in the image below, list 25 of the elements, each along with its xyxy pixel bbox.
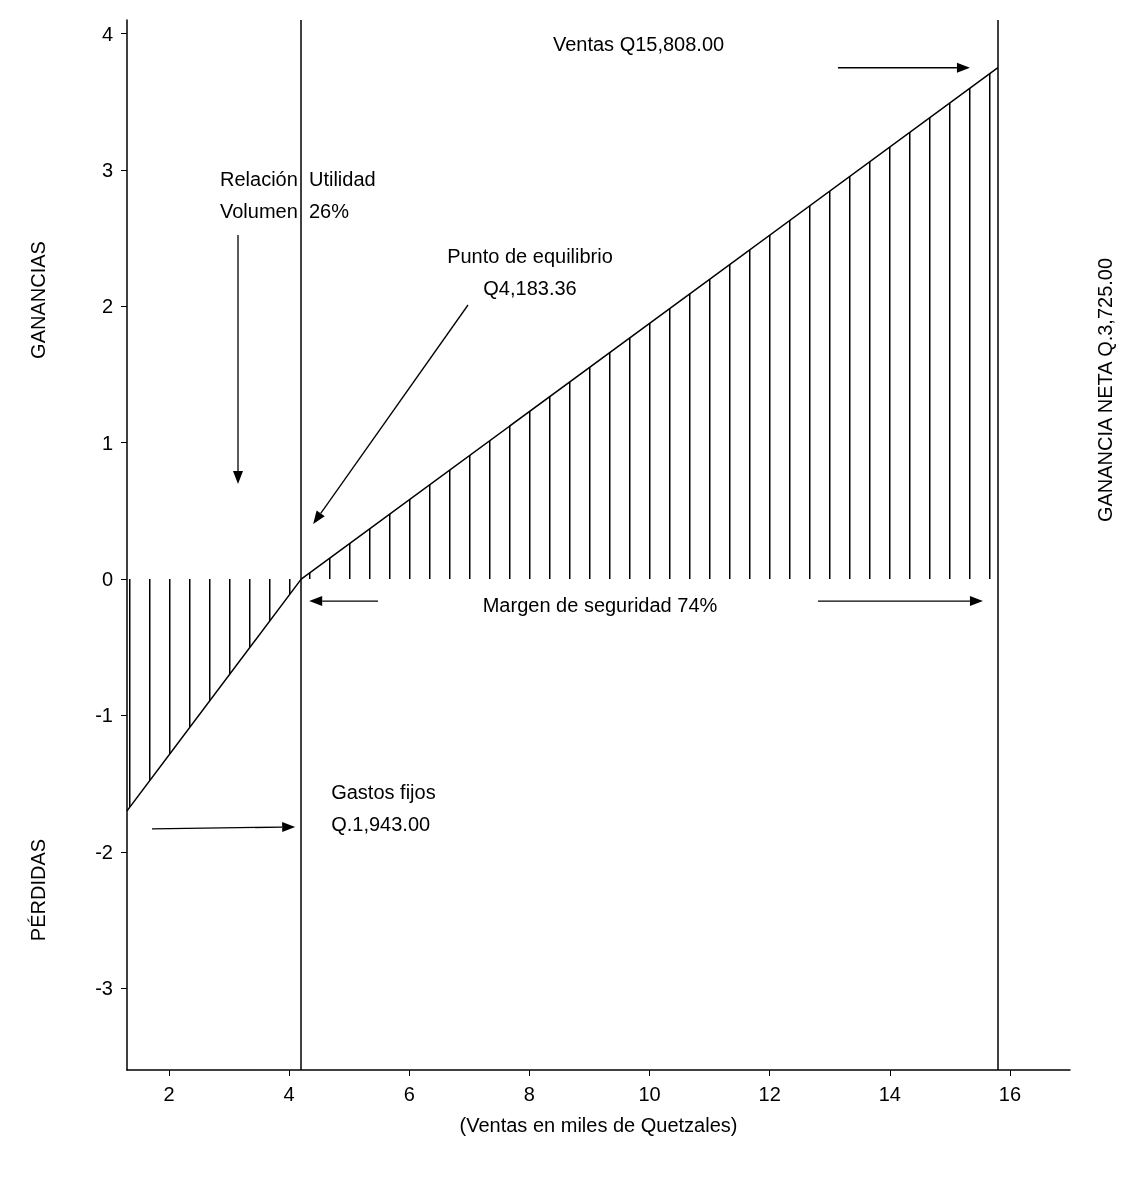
- y-tick-label: -3: [95, 977, 113, 1000]
- y-tick-label: -1: [95, 704, 113, 727]
- x-tick-label: 14: [878, 1083, 901, 1105]
- x-tick-label: 6: [403, 1083, 415, 1105]
- x-axis-title: (Ventas en miles de Quetzales): [459, 1114, 738, 1136]
- x-tick-label: 2: [163, 1083, 175, 1105]
- x-tick-label: 10: [638, 1083, 661, 1105]
- y-tick-label: 1: [101, 431, 113, 454]
- annotation: Gastos fijos Q.1,943.00: [331, 780, 436, 835]
- x-tick-label: 8: [523, 1083, 535, 1105]
- annotation: Margen de seguridad 74%: [482, 594, 718, 617]
- x-tick-label: 4: [283, 1083, 295, 1105]
- text: PÉRDIDAS: [27, 838, 49, 942]
- annotation: Relación Utilidad Volumen 26%: [220, 168, 376, 222]
- annotation: Ventas Q15,808.00: [552, 32, 725, 55]
- x-tick-label: 12: [758, 1083, 781, 1105]
- annotation: Punto de equilibrio Q4,183.36: [447, 245, 613, 299]
- y-tick-label: 2: [101, 295, 113, 318]
- x-tick-label: 16: [998, 1083, 1022, 1105]
- y-tick-label: 3: [101, 159, 113, 181]
- y-tick-label: -2: [95, 840, 113, 863]
- y-axis-title: GANANCIAS: [27, 241, 49, 359]
- y-tick-label: 0: [101, 568, 113, 591]
- text: GANANCIA NETA Q.3,725.00: [1094, 257, 1116, 523]
- y-tick-label: 4: [101, 22, 113, 45]
